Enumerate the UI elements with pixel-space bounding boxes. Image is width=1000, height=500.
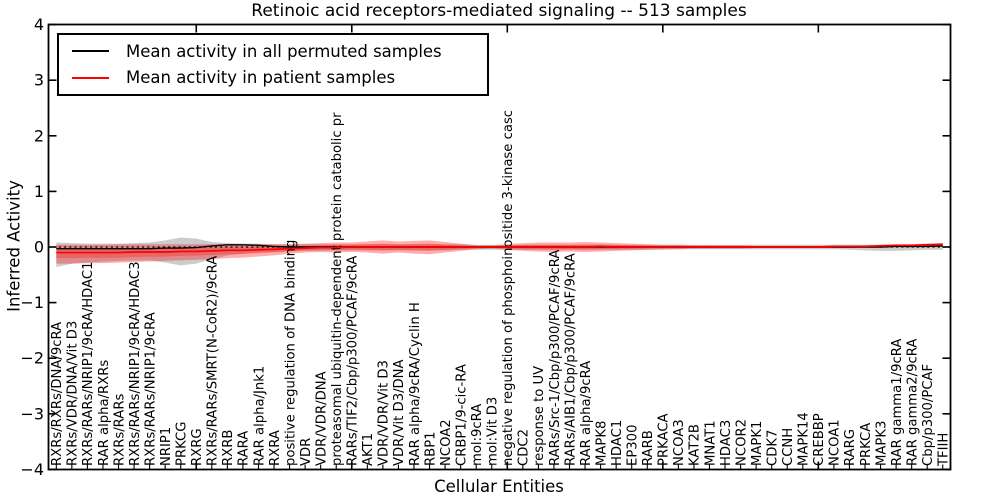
svg-text:RBP1: RBP1 [423,431,438,466]
svg-text:VDR/Vit D3/DNA: VDR/Vit D3/DNA [392,359,407,466]
svg-text:CDK7: CDK7 [765,430,780,466]
legend-line-black-icon [72,50,109,53]
svg-text:NCOA2: NCOA2 [439,419,454,466]
svg-text:HDAC1: HDAC1 [610,420,625,466]
svg-text:PRKCA: PRKCA [859,423,874,466]
legend-line-red-icon [72,76,109,79]
svg-text:response to UV: response to UV [532,366,547,466]
legend-label-permuted: Mean activity in all permuted samples [126,41,442,61]
svg-text:RAR alpha/9cRA/Cyclin H: RAR alpha/9cRA/Cyclin H [408,302,423,466]
svg-text:RARs/TIF2/Cbp/p300/PCAF/9cRA: RARs/TIF2/Cbp/p300/PCAF/9cRA [346,256,361,466]
svg-text:RAR alpha/9cRA: RAR alpha/9cRA [579,361,594,466]
svg-text:−3: −3 [20,404,44,423]
svg-text:EP300: EP300 [626,425,641,466]
svg-text:MAPK14: MAPK14 [797,412,812,466]
svg-text:RXRs/RARs/NRIP1/9cRA: RXRs/RARs/NRIP1/9cRA [143,312,158,466]
svg-text:VDR/VDR/DNA: VDR/VDR/DNA [314,371,329,466]
svg-text:MNAT1: MNAT1 [703,420,718,466]
legend: Mean activity in all permuted samples Me… [57,33,489,96]
svg-text:AKT1: AKT1 [361,433,376,466]
svg-text:CRBP1/9-cic-RA: CRBP1/9-cic-RA [454,364,469,466]
svg-text:RARA: RARA [237,431,252,466]
svg-text:2: 2 [34,126,44,145]
svg-text:VDR: VDR [299,438,314,466]
svg-text:KAT2B: KAT2B [688,424,703,466]
svg-text:RXRs/RARs/SMRT(N-CoR2)/9cRA: RXRs/RARs/SMRT(N-CoR2)/9cRA [206,256,221,466]
svg-text:positive regulation of DNA bin: positive regulation of DNA binding [283,240,298,466]
svg-text:RAR gamma2/9cRA: RAR gamma2/9cRA [905,339,920,466]
svg-text:1: 1 [34,182,44,201]
svg-text:RAR alpha/RXRs: RAR alpha/RXRs [97,360,112,466]
svg-text:TFIIH: TFIIH [937,433,952,467]
legend-entry-permuted: Mean activity in all permuted samples [59,42,487,61]
svg-text:RAR gamma1/9cRA: RAR gamma1/9cRA [890,339,905,466]
x-axis-label: Cellular Entities [434,477,564,496]
svg-text:RARs/Src-1/Cbp/p300/PCAF/9cRA: RARs/Src-1/Cbp/p300/PCAF/9cRA [548,250,563,466]
svg-text:PRKCG: PRKCG [175,422,190,466]
svg-text:mol:9cRA: mol:9cRA [470,404,485,466]
svg-text:0: 0 [34,238,44,257]
svg-text:MAPK8: MAPK8 [594,421,609,466]
legend-entry-patient: Mean activity in patient samples [59,68,487,87]
chart-title: Retinoic acid receptors-mediated signali… [251,1,747,21]
svg-text:NCOA1: NCOA1 [828,419,843,466]
svg-text:CCNH: CCNH [781,428,796,466]
svg-text:−2: −2 [20,349,44,368]
svg-text:3: 3 [34,71,44,90]
svg-text:MAPK3: MAPK3 [874,421,889,466]
svg-text:RXRB: RXRB [221,430,236,466]
svg-text:MAPK1: MAPK1 [750,421,765,466]
svg-text:proteasomal ubiquitin-dependen: proteasomal ubiquitin-dependent protein … [330,112,345,466]
svg-text:RARs/AIB1/Cbp/p300/PCAF/9cRA: RARs/AIB1/Cbp/p300/PCAF/9cRA [563,253,578,466]
svg-text:RARB: RARB [641,430,656,466]
svg-text:VDR/VDR/Vit D3: VDR/VDR/Vit D3 [377,360,392,466]
svg-text:CDC2: CDC2 [517,429,532,466]
svg-text:CREBBP: CREBBP [812,413,827,466]
svg-text:NCOA3: NCOA3 [672,419,687,466]
svg-text:mol:Vit D3: mol:Vit D3 [486,397,501,466]
svg-text:RXRs/RARs/NRIP1/9cRA/HDAC3: RXRs/RARs/NRIP1/9cRA/HDAC3 [128,262,143,466]
svg-text:RXRs/VDR/DNA/Vit D3: RXRs/VDR/DNA/Vit D3 [66,321,81,466]
svg-text:RXRs/RARs: RXRs/RARs [112,394,127,466]
svg-text:PRKACA: PRKACA [657,413,672,466]
svg-text:Cbp/p300/PCAF: Cbp/p300/PCAF [921,364,936,466]
svg-text:HDAC3: HDAC3 [719,420,734,466]
svg-text:NRIP1: NRIP1 [159,427,174,466]
svg-text:RARG: RARG [843,429,858,466]
svg-text:−1: −1 [20,293,44,312]
svg-text:NCOR2: NCOR2 [734,419,749,466]
svg-text:−4: −4 [20,460,44,479]
svg-text:4: 4 [34,15,44,34]
svg-text:RXRs/RARs/NRIP1/9cRA/HDAC1: RXRs/RARs/NRIP1/9cRA/HDAC1 [81,262,96,466]
svg-text:RXRs/RXRs/DNA/9cRA: RXRs/RXRs/DNA/9cRA [50,322,65,466]
y-axis-label: Inferred Activity [4,180,24,312]
svg-text:RXRA: RXRA [268,430,283,466]
legend-label-patient: Mean activity in patient samples [126,68,396,88]
svg-text:negative regulation of phospho: negative regulation of phosphoinositide … [501,110,516,466]
svg-text:RXRG: RXRG [190,428,205,466]
svg-text:RAR alpha/Jnk1: RAR alpha/Jnk1 [252,366,267,466]
